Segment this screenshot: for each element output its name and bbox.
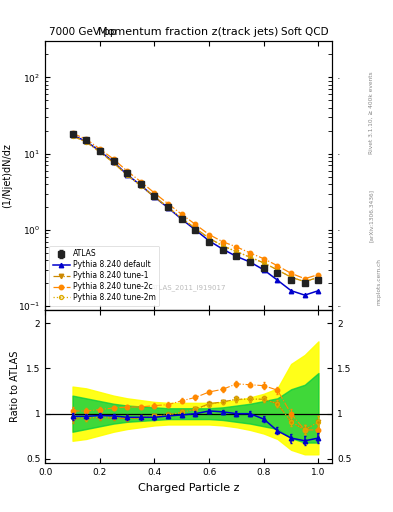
Pythia 8.240 tune-2c xyxy=(180,211,184,218)
Y-axis label: (1/Njet)dN/dz: (1/Njet)dN/dz xyxy=(2,143,13,208)
Pythia 8.240 tune-1 xyxy=(111,160,116,166)
Pythia 8.240 tune-2m xyxy=(70,133,75,139)
Pythia 8.240 tune-2m xyxy=(138,182,143,188)
Pythia 8.240 tune-2m xyxy=(84,139,88,145)
Pythia 8.240 tune-1 xyxy=(207,235,211,241)
Pythia 8.240 default xyxy=(84,138,88,144)
Pythia 8.240 default xyxy=(316,288,321,294)
Pythia 8.240 tune-2c xyxy=(261,255,266,262)
Text: ATLAS_2011_I919017: ATLAS_2011_I919017 xyxy=(151,284,226,291)
X-axis label: Charged Particle z: Charged Particle z xyxy=(138,483,239,493)
Pythia 8.240 tune-1 xyxy=(125,172,130,178)
Pythia 8.240 tune-2m xyxy=(97,148,102,155)
Pythia 8.240 tune-1 xyxy=(275,267,280,273)
Pythia 8.240 default xyxy=(261,267,266,273)
Pythia 8.240 tune-1 xyxy=(234,248,239,254)
Pythia 8.240 tune-2m xyxy=(220,243,225,249)
Pythia 8.240 tune-2c xyxy=(138,179,143,185)
Pythia 8.240 tune-2c xyxy=(70,130,75,136)
Title: Momentum fraction z(track jets): Momentum fraction z(track jets) xyxy=(99,28,279,37)
Pythia 8.240 tune-2m xyxy=(316,274,321,281)
Line: Pythia 8.240 default: Pythia 8.240 default xyxy=(70,133,321,297)
Pythia 8.240 default xyxy=(125,172,130,178)
Pythia 8.240 default xyxy=(97,148,102,154)
Pythia 8.240 tune-2m xyxy=(261,260,266,266)
Pythia 8.240 default xyxy=(220,246,225,252)
Pythia 8.240 tune-1 xyxy=(138,183,143,189)
Pythia 8.240 default xyxy=(180,216,184,222)
Pythia 8.240 tune-2m xyxy=(302,279,307,285)
Pythia 8.240 default xyxy=(152,194,157,200)
Line: Pythia 8.240 tune-2m: Pythia 8.240 tune-2m xyxy=(71,134,320,284)
Pythia 8.240 tune-1 xyxy=(97,149,102,155)
Pythia 8.240 default xyxy=(302,292,307,298)
Pythia 8.240 default xyxy=(111,159,116,165)
Pythia 8.240 tune-2c xyxy=(97,146,102,152)
Pythia 8.240 tune-2c xyxy=(316,271,321,278)
Pythia 8.240 default xyxy=(166,205,171,211)
Pythia 8.240 tune-2c xyxy=(234,244,239,250)
Pythia 8.240 default xyxy=(70,132,75,138)
Text: 7000 GeV pp: 7000 GeV pp xyxy=(49,27,117,37)
Pythia 8.240 tune-1 xyxy=(248,254,252,260)
Pythia 8.240 tune-1 xyxy=(166,204,171,210)
Pythia 8.240 default xyxy=(289,288,294,294)
Pythia 8.240 tune-2c xyxy=(166,201,171,207)
Pythia 8.240 tune-2c xyxy=(193,221,198,227)
Pythia 8.240 tune-1 xyxy=(70,133,75,139)
Pythia 8.240 tune-2c xyxy=(275,263,280,269)
Pythia 8.240 tune-2c xyxy=(302,275,307,282)
Pythia 8.240 tune-2m xyxy=(207,236,211,242)
Text: mcplots.cern.ch: mcplots.cern.ch xyxy=(377,258,382,305)
Pythia 8.240 tune-2c xyxy=(248,250,252,256)
Pythia 8.240 tune-2m xyxy=(111,159,116,165)
Pythia 8.240 tune-2c xyxy=(207,231,211,238)
Pythia 8.240 tune-1 xyxy=(316,274,321,281)
Pythia 8.240 tune-2m xyxy=(125,172,130,178)
Pythia 8.240 default xyxy=(234,253,239,260)
Pythia 8.240 tune-1 xyxy=(84,139,88,145)
Pythia 8.240 tune-2c xyxy=(289,270,294,276)
Pythia 8.240 default xyxy=(138,182,143,188)
Pythia 8.240 tune-2m xyxy=(166,204,171,210)
Pythia 8.240 tune-2m xyxy=(152,194,157,200)
Text: Soft QCD: Soft QCD xyxy=(281,27,328,37)
Pythia 8.240 tune-1 xyxy=(302,279,307,285)
Text: [arXiv:1306.3436]: [arXiv:1306.3436] xyxy=(369,188,374,242)
Line: Pythia 8.240 tune-1: Pythia 8.240 tune-1 xyxy=(70,134,321,284)
Y-axis label: Ratio to ATLAS: Ratio to ATLAS xyxy=(10,351,20,422)
Pythia 8.240 tune-2m xyxy=(275,267,280,273)
Pythia 8.240 tune-1 xyxy=(261,260,266,266)
Pythia 8.240 tune-2c xyxy=(111,156,116,162)
Legend: ATLAS, Pythia 8.240 default, Pythia 8.240 tune-1, Pythia 8.240 tune-2c, Pythia 8: ATLAS, Pythia 8.240 default, Pythia 8.24… xyxy=(49,246,160,306)
Pythia 8.240 tune-1 xyxy=(180,215,184,221)
Text: Rivet 3.1.10, ≥ 400k events: Rivet 3.1.10, ≥ 400k events xyxy=(369,71,374,154)
Pythia 8.240 default xyxy=(207,238,211,244)
Pythia 8.240 tune-1 xyxy=(220,243,225,249)
Pythia 8.240 tune-1 xyxy=(152,194,157,200)
Pythia 8.240 tune-2m xyxy=(248,254,252,260)
Pythia 8.240 tune-2m xyxy=(193,225,198,231)
Pythia 8.240 tune-2m xyxy=(180,215,184,221)
Pythia 8.240 tune-2m xyxy=(234,248,239,254)
Pythia 8.240 default xyxy=(193,227,198,233)
Pythia 8.240 tune-2m xyxy=(289,274,294,281)
Line: Pythia 8.240 tune-2c: Pythia 8.240 tune-2c xyxy=(70,131,321,281)
Pythia 8.240 tune-2c xyxy=(84,136,88,142)
Pythia 8.240 tune-2c xyxy=(220,239,225,245)
Pythia 8.240 tune-1 xyxy=(193,225,198,231)
Pythia 8.240 default xyxy=(248,259,252,265)
Pythia 8.240 tune-2c xyxy=(125,168,130,174)
Pythia 8.240 tune-2c xyxy=(152,190,157,196)
Pythia 8.240 default xyxy=(275,277,280,283)
Pythia 8.240 tune-1 xyxy=(289,274,294,281)
